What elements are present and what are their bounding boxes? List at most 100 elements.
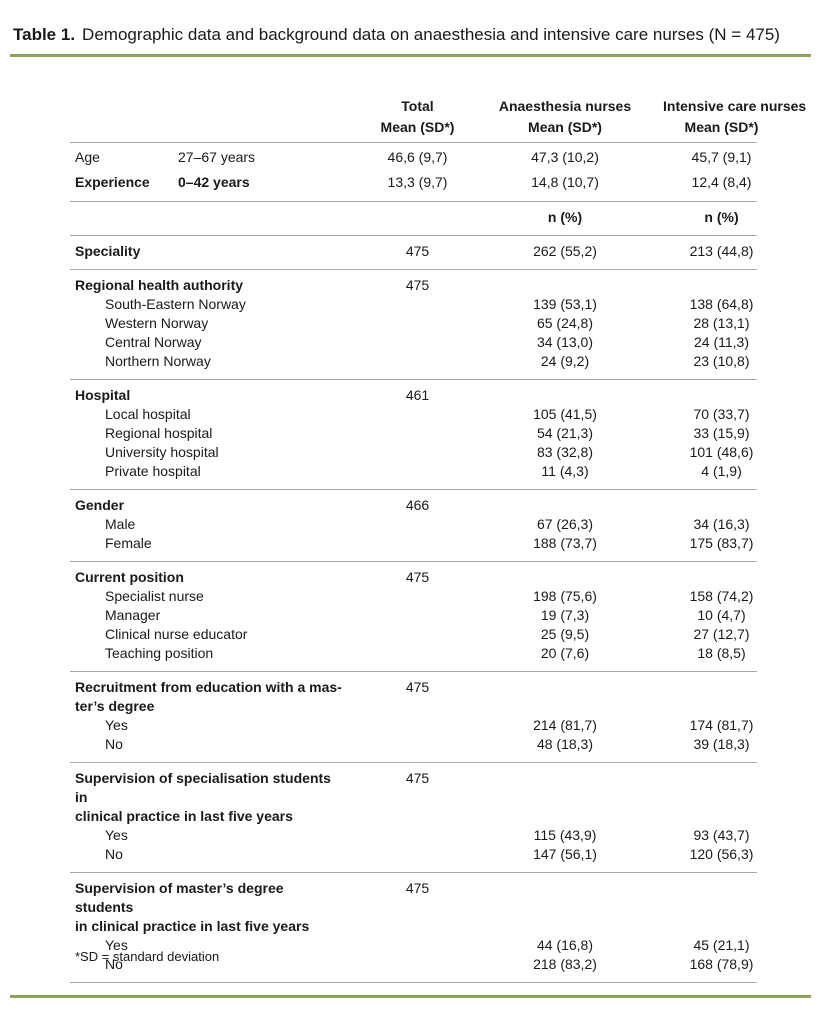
item-anaesthesia-value: 19 (7,3) xyxy=(540,607,590,623)
row-label: Experience xyxy=(75,174,150,190)
item-intensive-value: 138 (64,8) xyxy=(689,296,754,312)
table-row: Yes 115 (43,9) 93 (43,7) xyxy=(70,826,757,845)
section-intensive-value: 213 (44,8) xyxy=(689,243,754,259)
item-intensive-value: 10 (4,7) xyxy=(697,607,746,623)
item-total-spacer xyxy=(345,352,490,371)
table-footnote: *SD = standard deviation xyxy=(75,949,220,964)
table-section: Speciality 475 262 (55,2) 213 (44,8) xyxy=(70,235,757,269)
item-anaesthesia-value: 198 (75,6) xyxy=(533,588,597,604)
section-header-row: Supervision of specialisation students i… xyxy=(70,769,757,826)
table-section: Recruitment from education with a mas- t… xyxy=(70,671,757,762)
table-row: Teaching position 20 (7,6) 18 (8,5) xyxy=(70,644,757,663)
table-row: Female 188 (73,7) 175 (83,7) xyxy=(70,534,757,553)
table-section: Gender 466 Male 67 (26,3) 34 (16,3) Female 188… xyxy=(70,489,757,561)
item-anaesthesia-value: 105 (41,5) xyxy=(533,406,597,422)
section-total-value: 475 xyxy=(405,770,430,786)
column-header-anaesthesia-line1: Anaesthesia nurses xyxy=(498,98,632,114)
section-header-row: Hospital 461 xyxy=(70,386,757,405)
table-body: Speciality 475 262 (55,2) 213 (44,8) Regiona… xyxy=(70,235,757,982)
item-label: Manager xyxy=(105,607,161,623)
table-row: Manager 19 (7,3) 10 (4,7) xyxy=(70,606,757,625)
count-header-spacer-2 xyxy=(173,208,345,227)
item-total-spacer xyxy=(345,955,490,974)
column-header-total-line1: Total xyxy=(401,98,434,114)
section-header-row: Recruitment from education with a mas- t… xyxy=(70,678,757,716)
item-anaesthesia-value: 25 (9,5) xyxy=(540,626,590,642)
header-spacer-1 xyxy=(70,96,173,138)
table-section: Regional health authority 475 South-Easter… xyxy=(70,269,757,379)
table-header-row: Total Mean (SD*) Anaesthesia nurses Mean… xyxy=(70,96,806,143)
item-label: No xyxy=(105,846,123,862)
section-total-value: 475 xyxy=(405,243,430,259)
item-intensive-value: 4 (1,9) xyxy=(701,463,742,479)
section-anaesthesia-value: 262 (55,2) xyxy=(533,243,597,259)
item-label: Yes xyxy=(105,717,128,733)
table-row: Specialist nurse 198 (75,6) 158 (74,2) xyxy=(70,587,757,606)
item-intensive-value: 28 (13,1) xyxy=(693,315,750,331)
section-label: Hospital xyxy=(75,387,131,403)
column-header-anaesthesia: Anaesthesia nurses Mean (SD*) xyxy=(490,96,640,138)
item-total-spacer xyxy=(345,644,490,663)
section-total-value: 461 xyxy=(405,387,430,403)
item-label: Male xyxy=(105,516,136,532)
item-label: Northern Norway xyxy=(105,353,211,369)
item-anaesthesia-value: 34 (13,0) xyxy=(536,334,594,350)
section-total-value: 475 xyxy=(405,277,430,293)
table-row: Regional hospital 54 (21,3) 33 (15,9) xyxy=(70,424,757,443)
item-intensive-value: 24 (11,3) xyxy=(694,334,749,350)
item-total-spacer xyxy=(345,936,490,955)
item-total-spacer xyxy=(345,405,490,424)
column-header-intensive-line2: Mean (SD*) xyxy=(684,119,759,135)
section-header-row: Gender 466 xyxy=(70,496,757,515)
item-intensive-value: 168 (78,9) xyxy=(689,956,754,972)
row-range: 0–42 years xyxy=(178,174,250,190)
item-anaesthesia-value: 48 (18,3) xyxy=(536,736,594,752)
table-row: Private hospital 11 (4,3) 4 (1,9) xyxy=(70,462,757,481)
count-header-spacer-1 xyxy=(70,208,173,227)
item-anaesthesia-value: 54 (21,3) xyxy=(536,425,594,441)
section-intensive-value xyxy=(663,879,780,936)
table-row: Experience 0–42 years 13,3 (9,7) 14,8 (10,7… xyxy=(70,170,757,195)
item-total-spacer xyxy=(345,606,490,625)
section-total-value: 475 xyxy=(405,679,430,695)
item-anaesthesia-value: 44 (16,8) xyxy=(536,937,594,953)
row-intensive-value: 12,4 (8,4) xyxy=(691,174,752,190)
table-section: Current position 475 Specialist nurse 198 (… xyxy=(70,561,757,671)
bottom-table-rule xyxy=(70,982,757,983)
section-header-row: Supervision of master’s degree students … xyxy=(70,879,757,936)
section-anaesthesia-value xyxy=(490,496,640,515)
item-label: Central Norway xyxy=(105,334,202,350)
section-label: Gender xyxy=(75,497,125,513)
item-anaesthesia-value: 139 (53,1) xyxy=(533,296,597,312)
item-total-spacer xyxy=(345,735,490,754)
item-intensive-value: 70 (33,7) xyxy=(693,406,750,422)
section-label: Current position xyxy=(75,569,184,585)
section-label: Speciality xyxy=(75,243,141,259)
section-label: Supervision of specialisation students i… xyxy=(75,770,331,824)
section-intensive-value xyxy=(663,276,780,295)
item-intensive-value: 93 (43,7) xyxy=(693,827,750,843)
table-row: Male 67 (26,3) 34 (16,3) xyxy=(70,515,757,534)
count-header-spacer-3 xyxy=(345,208,490,227)
section-total-value: 475 xyxy=(405,569,430,585)
item-anaesthesia-value: 188 (73,7) xyxy=(533,535,597,551)
table-row: Western Norway 65 (24,8) 28 (13,1) xyxy=(70,314,757,333)
table-section: Supervision of master’s degree students … xyxy=(70,872,757,982)
item-label: University hospital xyxy=(105,444,219,460)
table-row: Central Norway 34 (13,0) 24 (11,3) xyxy=(70,333,757,352)
table-row: Clinical nurse educator 25 (9,5) 27 (12,7) xyxy=(70,625,757,644)
section-intensive-value xyxy=(663,769,780,826)
table-row: University hospital 83 (32,8) 101 (48,6) xyxy=(70,443,757,462)
item-anaesthesia-value: 218 (83,2) xyxy=(533,956,597,972)
row-intensive-value: 45,7 (9,1) xyxy=(691,149,752,165)
column-header-intensive-line1: Intensive care nurses xyxy=(663,98,807,114)
item-label: Teaching position xyxy=(105,645,214,661)
count-header-row: n (%) n (%) xyxy=(70,201,757,235)
item-label: Private hospital xyxy=(105,463,201,479)
table-section: Supervision of specialisation students i… xyxy=(70,762,757,872)
section-intensive-value xyxy=(663,496,780,515)
item-intensive-value: 34 (16,3) xyxy=(693,516,750,532)
item-total-spacer xyxy=(345,845,490,864)
section-anaesthesia-value xyxy=(490,879,640,936)
section-label: Recruitment from education with a mas- t… xyxy=(75,679,342,714)
